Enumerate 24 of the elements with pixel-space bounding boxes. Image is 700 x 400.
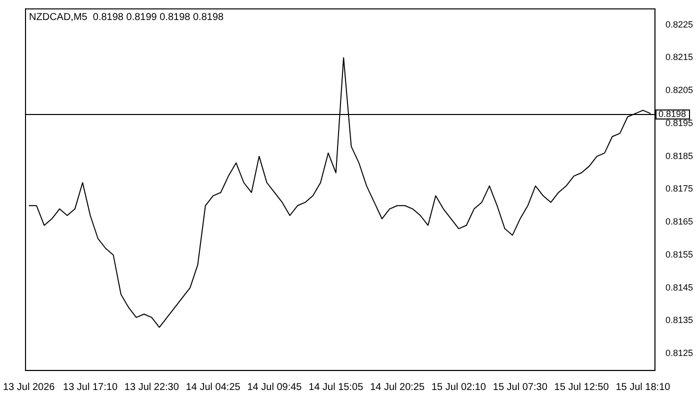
x-tick-label: 15 Jul 02:10: [431, 382, 486, 393]
y-tick-label: 0.8125: [665, 348, 694, 358]
y-tick-label: 0.8205: [665, 85, 694, 96]
y-tick-label: 0.8145: [665, 282, 694, 292]
x-tick-label: 13 Jul 22:30: [124, 382, 180, 393]
x-tick-label: 14 Jul 04:25: [186, 382, 241, 393]
x-tick-label: 13 Jul 17:10: [63, 382, 118, 393]
y-tick-label: 0.8135: [665, 315, 694, 326]
y-tick-label: 0.8165: [665, 216, 694, 227]
x-tick-label: 14 Jul 09:45: [247, 382, 302, 393]
y-tick-label: 0.8185: [665, 150, 694, 161]
x-tick-label: 15 Jul 07:30: [492, 382, 548, 393]
y-tick-label: 0.8215: [665, 52, 694, 62]
x-tick-label: 14 Jul 15:05: [308, 382, 364, 393]
chart-title: NZDCAD,M5 0.8198 0.8199 0.8198 0.8198: [29, 12, 224, 24]
ref-line-label: 0.8198: [658, 108, 686, 119]
x-tick-label: 15 Jul 18:10: [616, 382, 671, 393]
y-tick-label: 0.8175: [665, 184, 694, 194]
x-tick-label: 13 Jul 2026: [2, 382, 56, 393]
x-tick-label: 14 Jul 20:25: [370, 382, 425, 393]
y-tick-label: 0.8195: [665, 118, 694, 128]
y-tick-label: 0.8155: [665, 249, 694, 260]
x-tick-label: 15 Jul 12:50: [554, 382, 610, 393]
y-tick-label: 0.8225: [665, 19, 694, 30]
